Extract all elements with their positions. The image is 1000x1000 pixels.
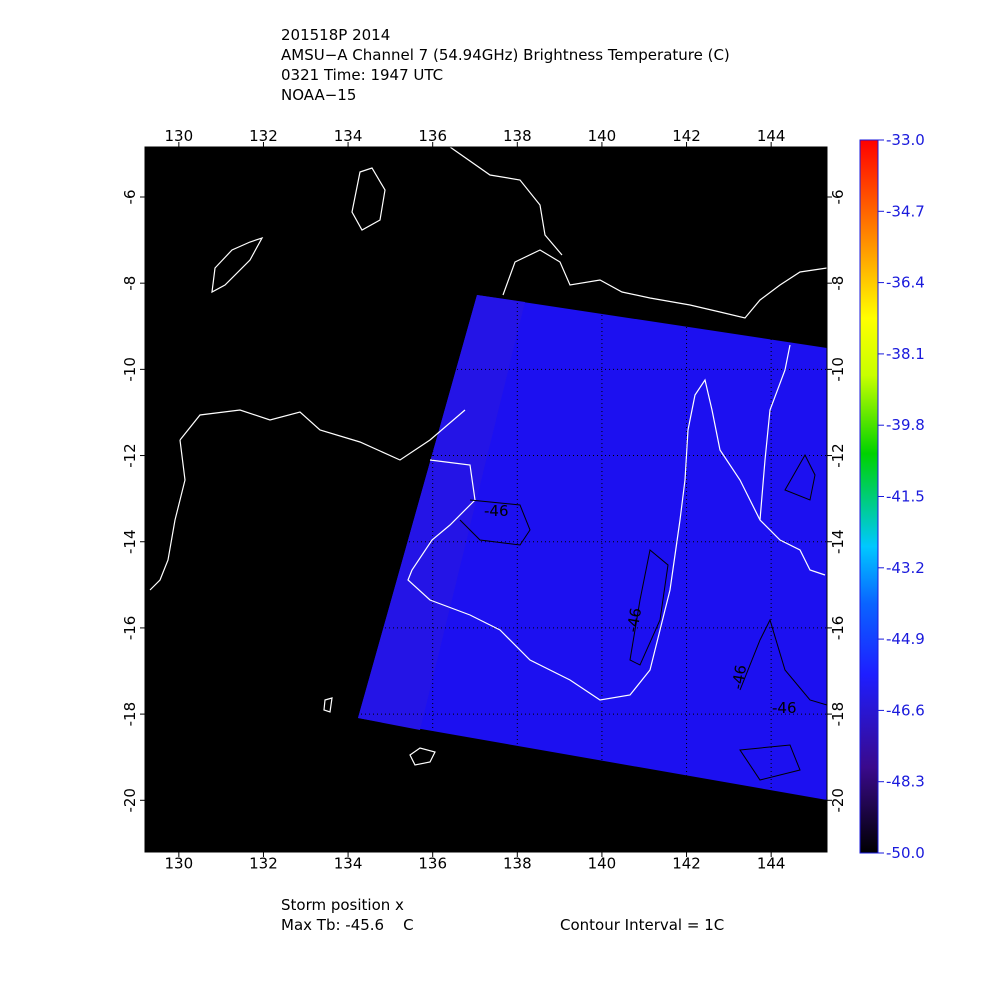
y-tick-label: -18: [121, 702, 139, 727]
x-tick-label: 130: [165, 127, 194, 145]
x-tick-label: 142: [672, 127, 701, 145]
colorbar: [859, 139, 879, 854]
colorbar-label: -43.2: [886, 559, 925, 577]
x-tick-label: 142: [672, 855, 701, 873]
grid: [145, 147, 827, 852]
contour-line: [459, 499, 531, 546]
map-frame: [144, 146, 828, 853]
colorbar-label: -34.7: [886, 202, 925, 220]
footer: Storm position x Max Tb: -45.6 C Contour…: [281, 896, 724, 934]
x-tick-label: 132: [249, 855, 278, 873]
header-line: AMSU−A Channel 7 (54.94GHz) Brightness T…: [281, 46, 730, 64]
y-tick-label: -20: [829, 788, 847, 813]
coastline: [323, 697, 333, 713]
contour-interval: Contour Interval = 1C: [560, 916, 724, 934]
colorbar-label: -50.0: [886, 844, 925, 862]
y-tick-label: -20: [121, 788, 139, 813]
coastline: [449, 147, 563, 256]
contour-line: [629, 549, 669, 666]
colorbar-label: -39.8: [886, 416, 925, 434]
contour-label: -46: [772, 699, 797, 717]
colorbar-label: -46.6: [886, 701, 925, 719]
y-tick-label: -12: [829, 443, 847, 468]
y-tick-label: -14: [121, 529, 139, 554]
colorbar-label: -33.0: [886, 131, 925, 149]
y-tick-label: -6: [829, 190, 847, 205]
coastline: [211, 236, 264, 294]
y-tick-label: -8: [121, 276, 139, 291]
swath-edge: [358, 295, 525, 730]
x-tick-label: 134: [334, 855, 363, 873]
map-layer: -46 -46 -46 -46: [145, 147, 827, 852]
y-tick-label: -18: [829, 702, 847, 727]
colorbar-label: -48.3: [886, 773, 925, 791]
coastline: [179, 409, 466, 461]
x-tick-label: 138: [503, 855, 532, 873]
x-tick-label: 134: [334, 127, 363, 145]
colorbar-label: -38.1: [886, 345, 925, 363]
header-line: 0321 Time: 1947 UTC: [281, 66, 443, 84]
y-tick-label: -16: [829, 616, 847, 641]
contour-line: [739, 744, 801, 781]
y-tick-label: -12: [121, 443, 139, 468]
y-tick-label: -16: [121, 616, 139, 641]
contour-line: [739, 618, 827, 706]
header-line: 201518P 2014: [281, 26, 390, 44]
x-tick-label: 130: [165, 855, 194, 873]
x-tick-label: 144: [757, 855, 786, 873]
storm-position: Storm position x: [281, 896, 404, 914]
colorbar-label: -41.5: [886, 488, 925, 506]
coastline: [149, 439, 186, 591]
colorbar-label: -36.4: [886, 274, 925, 292]
colorbar-label: -44.9: [886, 630, 925, 648]
coastline: [407, 378, 826, 701]
contour-label: -46: [484, 502, 509, 520]
y-tick-label: -10: [829, 357, 847, 382]
x-tick-label: 136: [418, 127, 447, 145]
x-tick-label: 138: [503, 127, 532, 145]
y-tick-label: -6: [121, 190, 139, 205]
contour-label: -46: [728, 663, 750, 690]
header: 201518P 2014 AMSU−A Channel 7 (54.94GHz)…: [281, 26, 730, 104]
x-tick-label: 140: [588, 127, 617, 145]
x-tick-label: 144: [757, 127, 786, 145]
coastline: [759, 344, 791, 521]
max-tb: Max Tb: -45.6 C: [281, 916, 414, 934]
x-tick-label: 132: [249, 127, 278, 145]
y-tick-label: -8: [829, 276, 847, 291]
coastline: [502, 249, 827, 319]
y-tick-label: -14: [829, 529, 847, 554]
x-tick-label: 140: [588, 855, 617, 873]
header-line: NOAA−15: [281, 86, 356, 104]
y-tick-label: -10: [121, 357, 139, 382]
coastline: [409, 747, 436, 766]
contour-line: [784, 453, 816, 501]
x-tick-label: 136: [418, 855, 447, 873]
coastline: [351, 167, 386, 231]
contour-label: -46: [623, 606, 645, 633]
